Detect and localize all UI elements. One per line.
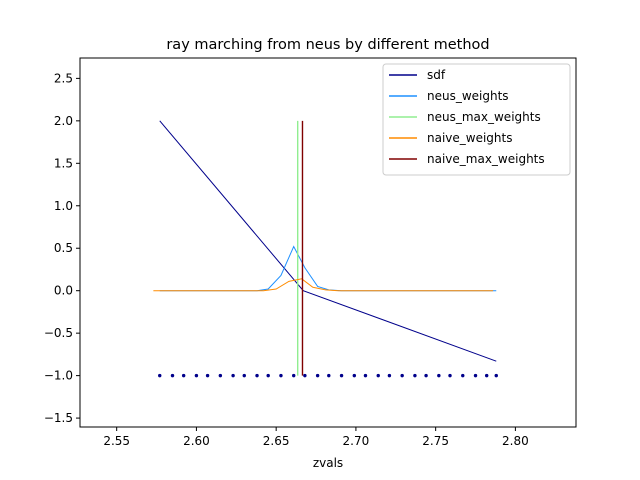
scatter-point xyxy=(400,373,404,378)
scatter-point xyxy=(255,373,259,378)
scatter-point xyxy=(448,373,452,378)
scatter-point xyxy=(363,373,368,378)
chart-title: ray marching from neus by different meth… xyxy=(166,37,489,53)
scatter-point xyxy=(437,373,441,378)
scatter-point xyxy=(279,373,283,378)
axis-ticks: 2.55 2.60 2.65 2.70 2.75 2.80 −1.5 −1.0 −0.5 0.0 0… xyxy=(44,71,529,448)
scatter-point xyxy=(181,373,186,378)
scatter-point xyxy=(327,373,331,378)
scatter-point xyxy=(413,373,417,378)
scatter-point xyxy=(170,373,175,378)
legend-label-naive-max-weights: naive_max_weights xyxy=(427,152,545,166)
legend-label-neus-weights: neus_weights xyxy=(427,89,509,103)
scatter-point xyxy=(376,373,380,378)
scatter-point xyxy=(242,373,246,378)
scatter-point xyxy=(424,373,428,378)
y-tick-label: −1.0 xyxy=(44,369,73,383)
axes-frame xyxy=(79,57,577,428)
y-tick-label: 1.0 xyxy=(54,199,73,213)
y-tick-label: 1.5 xyxy=(54,156,73,170)
scatter-point xyxy=(387,373,392,378)
plot-area xyxy=(153,120,498,378)
x-tick-label: 2.75 xyxy=(422,434,449,448)
y-tick-label: 2.5 xyxy=(54,71,73,85)
scatter-point xyxy=(292,373,296,378)
scatter-point xyxy=(352,373,357,378)
scatter-point xyxy=(158,373,162,378)
scatter-point xyxy=(494,373,498,378)
legend-box xyxy=(382,63,571,176)
scatter-point xyxy=(194,373,199,378)
scatter-point xyxy=(473,373,478,378)
scatter-point xyxy=(218,373,223,378)
scatter-point xyxy=(315,373,320,378)
legend-label-neus-max-weights: neus_max_weights xyxy=(427,110,541,124)
series-line-naive-weights xyxy=(153,278,494,292)
x-tick-label: 2.55 xyxy=(103,434,130,448)
legend-label-sdf: sdf xyxy=(427,68,446,82)
x-tick-label: 2.65 xyxy=(263,434,290,448)
legend-label-naive-weights: naive_weights xyxy=(427,131,513,145)
scatter-point xyxy=(484,373,489,378)
x-tick-label: 2.70 xyxy=(343,434,370,448)
scatter-point xyxy=(461,373,465,378)
y-tick-label: 0.0 xyxy=(54,284,73,298)
y-tick-label: −1.5 xyxy=(44,411,73,425)
x-axis-label: zvals xyxy=(313,456,343,470)
y-tick-label: 0.5 xyxy=(54,241,73,255)
y-tick-label: 2.0 xyxy=(54,114,73,128)
scatter-point xyxy=(339,373,344,378)
x-tick-label: 2.60 xyxy=(183,434,210,448)
scatter-point xyxy=(205,373,210,378)
x-tick-label: 2.80 xyxy=(502,434,529,448)
scatter-point xyxy=(303,373,307,378)
y-tick-label: −0.5 xyxy=(44,326,73,340)
scatter-point xyxy=(231,373,235,378)
legend: sdf neus_weights neus_max_weights naive_wei… xyxy=(382,63,571,176)
series-line-sdf xyxy=(159,120,497,362)
scatter-point xyxy=(266,373,270,378)
